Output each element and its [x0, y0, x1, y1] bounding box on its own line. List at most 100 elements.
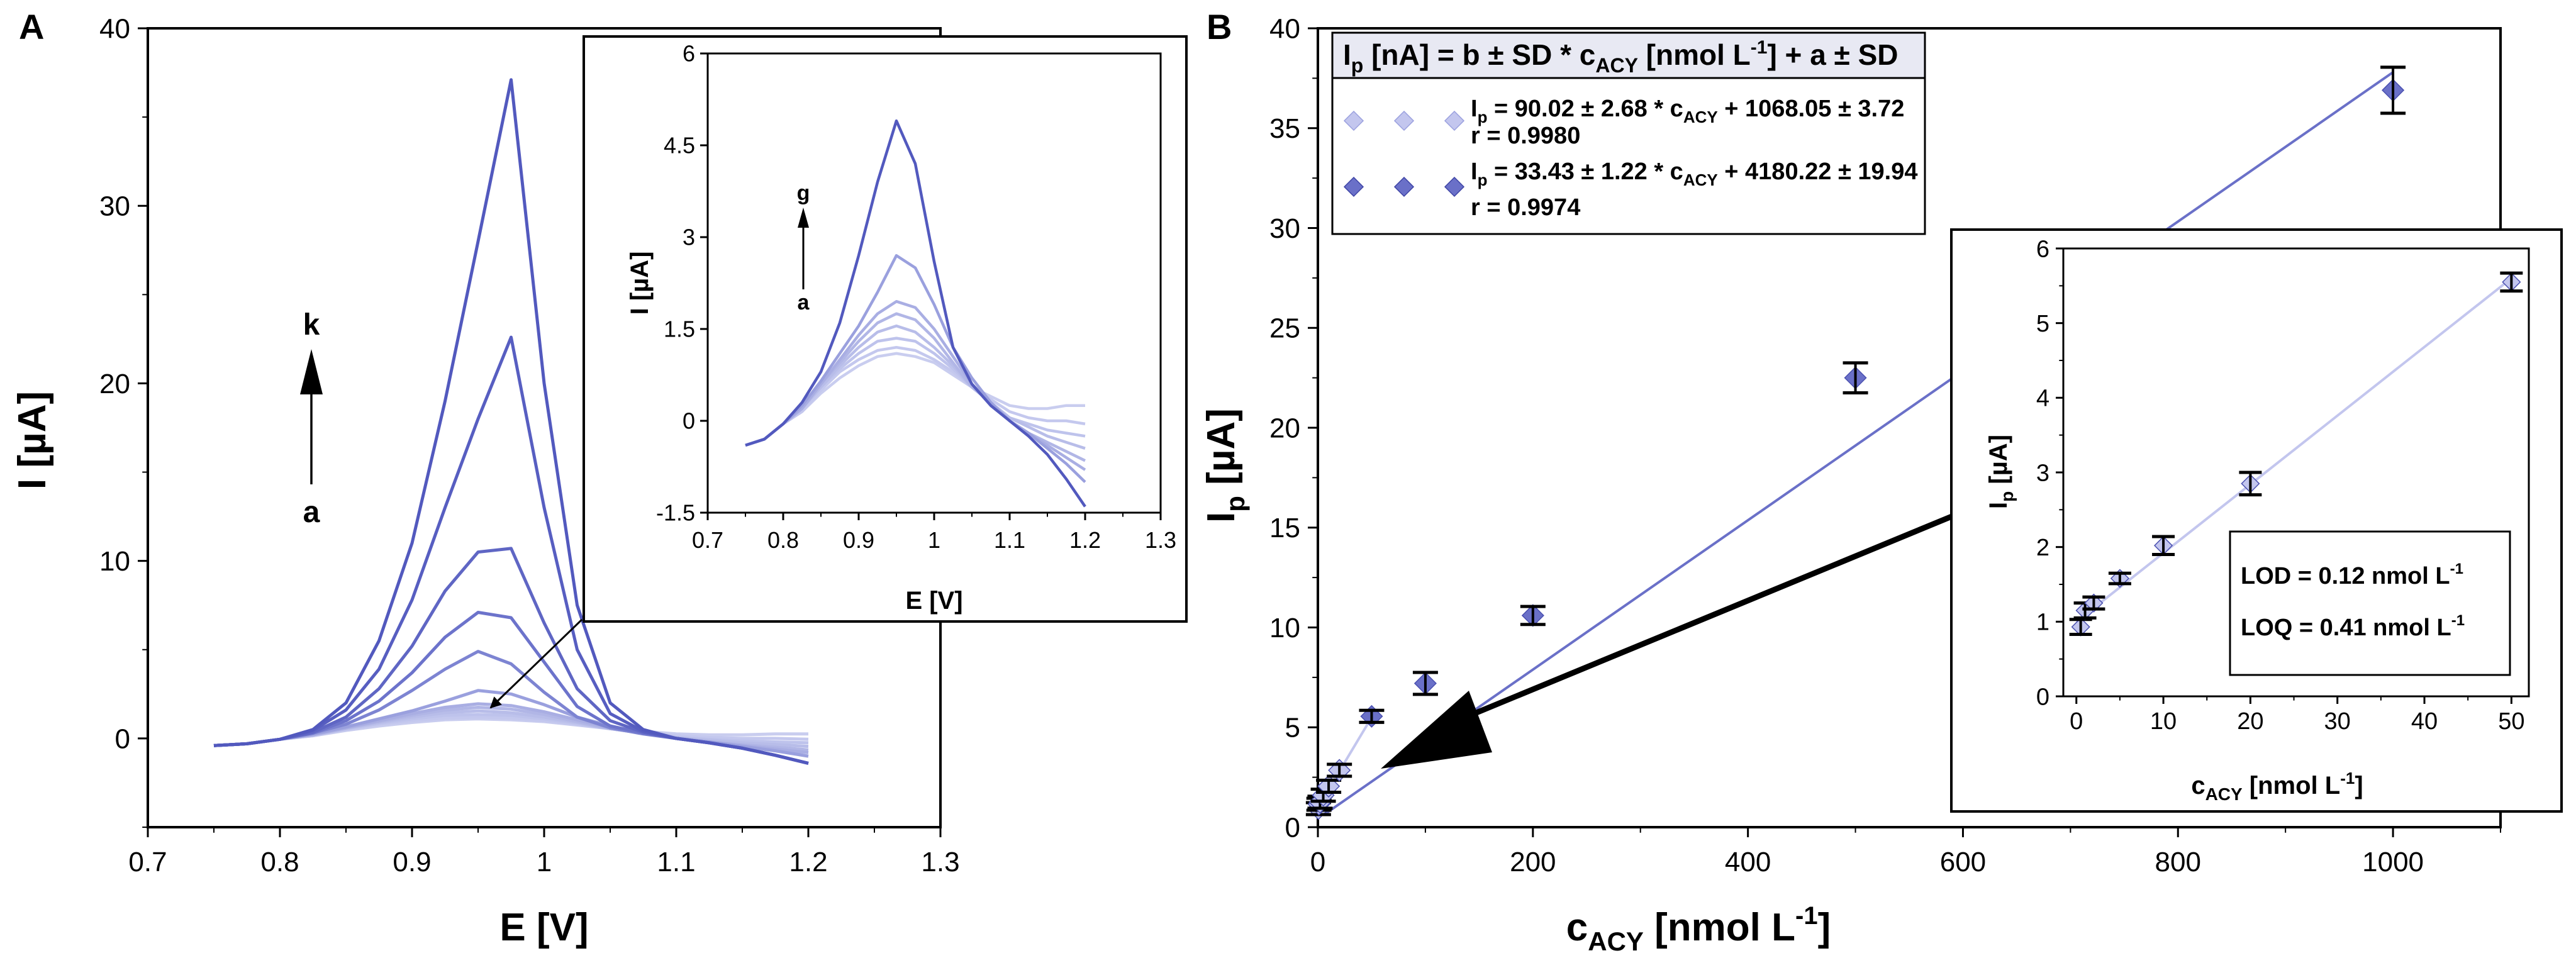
calibration-main-xtick-label: 200 [1510, 847, 1556, 878]
legend-marker [1444, 110, 1465, 131]
calibration-main-ytick-label: 30 [1269, 213, 1300, 244]
main-voltammogram-xtick-label: 0.9 [393, 847, 431, 878]
calibration-main-xtick-label: 0 [1310, 847, 1325, 878]
inset-voltammogram-xtick-label: 1.2 [1069, 527, 1101, 553]
panel-label-a: A [19, 7, 44, 47]
calibration-inset-errorbar-3 [2108, 571, 2131, 586]
legend-marker [1343, 176, 1364, 198]
calibration-main-xlabel: cACY [nmol L-1] [1566, 902, 1831, 956]
legend-marker [1393, 110, 1415, 131]
calibration-inset-points [2069, 271, 2523, 637]
legend-header: Ip [nA] = b ± SD * cACY [nmol L-1] + a ±… [1343, 37, 1899, 77]
calibration-main-ylabel: Ip [µA] [1200, 408, 1250, 523]
calibration-inset-ytick-label: 6 [2036, 236, 2049, 262]
main-voltammogram-ytick-label: 10 [99, 546, 130, 577]
arrow-label-a-inset: a [798, 291, 810, 315]
calibration-inset-ytick-label: 0 [2036, 684, 2049, 710]
calibration-main-ytick-label: 10 [1269, 613, 1300, 644]
legend-r-low: r = 0.9980 [1471, 123, 1580, 149]
calibration-main-errorbar-10 [2380, 65, 2406, 115]
calibration-main-xtick-label: 600 [1940, 847, 1986, 878]
inset-voltammogram-ylabel: I [µA] [626, 252, 654, 315]
direction-arrow-a-g: g a [797, 181, 810, 315]
calibration-legend: Ip [nA] = b ± SD * cACY [nmol L-1] + a ±… [1331, 31, 1926, 235]
inset-voltammogram-series-line-6 [745, 254, 1086, 483]
arrow-label-a: a [303, 496, 320, 529]
lod-text: LOD = 0.12 nmol L-1 [2241, 560, 2463, 589]
legend-entry-high-range: Ip = 33.43 ± 1.22 * cACY + 4180.22 ± 19.… [1343, 159, 1917, 221]
main-voltammogram-ytick-label: 0 [115, 723, 130, 754]
main-voltammogram-series-line-11 [213, 78, 809, 765]
lod-loq-box: LOD = 0.12 nmol L-1 LOQ = 0.41 nmol L-1 [2229, 530, 2511, 676]
inset-voltammogram-xtick-label: 0.7 [692, 527, 723, 553]
arrow-label-k: k [303, 308, 320, 342]
inset-voltammogram-plot: 0.7 0.8 0.9 1 1.1 1.2 1.3 -1.5 0 1.5 3 4.5 6 E [V] I… [583, 35, 1188, 623]
main-voltammogram-ylabel: I [µA] [11, 391, 54, 489]
legend-entry-low-range: Ip = 90.02 ± 2.68 * cACY + 1068.05 ± 3.7… [1343, 96, 1904, 149]
calibration-main-ytick-label: 25 [1269, 313, 1300, 344]
main-voltammogram-ytick-label: 30 [99, 191, 130, 222]
main-voltammogram-ytick-label: 40 [99, 13, 130, 44]
calibration-inset-ylabel: Ip [µA] [1985, 435, 2017, 509]
legend-r-high: r = 0.9974 [1471, 194, 1580, 221]
calibration-main-errorbar-8 [1520, 604, 1546, 627]
legend-equation-low: Ip = 90.02 ± 2.68 * cACY + 1068.05 ± 3.7… [1471, 96, 1904, 126]
main-voltammogram-xlabel: E [V] [499, 906, 588, 949]
inset-voltammogram-xtick-label: 1.3 [1145, 527, 1176, 553]
calibration-inset-ytick-label: 5 [2036, 311, 2049, 337]
direction-arrow-a-k: k a [300, 308, 323, 529]
main-voltammogram-xtick-label: 1.1 [657, 847, 695, 878]
calibration-main-ytick-label: 5 [1285, 713, 1300, 744]
calibration-inset-xtick-label: 30 [2324, 708, 2351, 735]
main-voltammogram-series-line-6 [213, 689, 809, 758]
calibration-inset-ytick-label: 3 [2036, 460, 2049, 486]
inset-voltammogram-ytick-label: 0 [683, 408, 695, 434]
calibration-inset-xtick-label: 20 [2237, 708, 2263, 735]
inset-voltammogram-ytick-label: 1.5 [664, 316, 695, 342]
legend-marker [1393, 176, 1415, 198]
legend-marker [1343, 110, 1364, 131]
inset-voltammogram-ytick-label: 6 [683, 41, 695, 67]
main-voltammogram-lines [213, 78, 809, 765]
main-voltammogram-series-line-7 [213, 650, 809, 765]
inset-pointer-arrow-b [1381, 513, 1954, 769]
inset-voltammogram-ytick-label: 4.5 [664, 133, 695, 159]
main-voltammogram-ytick-label: 20 [99, 369, 130, 399]
calibration-main-fit-line [1322, 71, 2394, 816]
inset-voltammogram-xtick-label: 0.8 [767, 527, 799, 553]
panel-label-b: B [1207, 7, 1232, 47]
inset-voltammogram-xtick-label: 1 [928, 527, 940, 553]
main-voltammogram-xtick-label: 1 [537, 847, 552, 878]
inset-pointer-arrow-a [489, 618, 583, 709]
loq-text: LOQ = 0.41 nmol L-1 [2241, 612, 2465, 641]
calibration-inset-errorbar-6 [2500, 271, 2523, 293]
main-voltammogram-xtick-label: 0.8 [260, 847, 299, 878]
calibration-inset-ticks: 0 10 20 30 40 50 0 1 2 3 4 5 6 [2036, 236, 2525, 735]
calibration-main-errorbar-9 [1843, 361, 1868, 394]
calibration-inset-xtick-label: 40 [2411, 708, 2438, 735]
inset-voltammogram-lines [745, 119, 1086, 508]
calibration-main-ytick-label: 0 [1285, 812, 1300, 843]
calibration-main-errorbar-6 [1359, 708, 1385, 724]
calibration-inset-xtick-label: 10 [2150, 708, 2177, 735]
calibration-inset-errorbar-5 [2239, 471, 2262, 497]
calibration-main-errorbar-7 [1412, 671, 1438, 696]
inset-voltammogram-ticks: 0.7 0.8 0.9 1 1.1 1.2 1.3 -1.5 0 1.5 3 4.5 6 [656, 41, 1176, 553]
calibration-main-ytick-label: 40 [1269, 13, 1300, 44]
main-voltammogram-xtick-label: 1.3 [921, 847, 959, 878]
calibration-inset-errorbar-4 [2152, 535, 2175, 557]
calibration-inset-plot: 0 10 20 30 40 50 0 1 2 3 4 5 6 cACY [nmol L-1] Ip [µ… [1950, 228, 2563, 813]
calibration-main-xtick-label: 800 [2155, 847, 2201, 878]
calibration-inset-ytick-label: 1 [2036, 610, 2049, 636]
calibration-main-ytick-label: 20 [1269, 413, 1300, 443]
main-voltammogram-xtick-label: 0.7 [128, 847, 167, 878]
calibration-inset-ytick-label: 4 [2036, 386, 2049, 412]
inset-voltammogram-ytick-label: -1.5 [656, 500, 695, 526]
calibration-inset-xtick-label: 50 [2498, 708, 2524, 735]
calibration-main-xtick-label: 400 [1725, 847, 1771, 878]
calibration-inset-fit-line [2075, 277, 2512, 623]
